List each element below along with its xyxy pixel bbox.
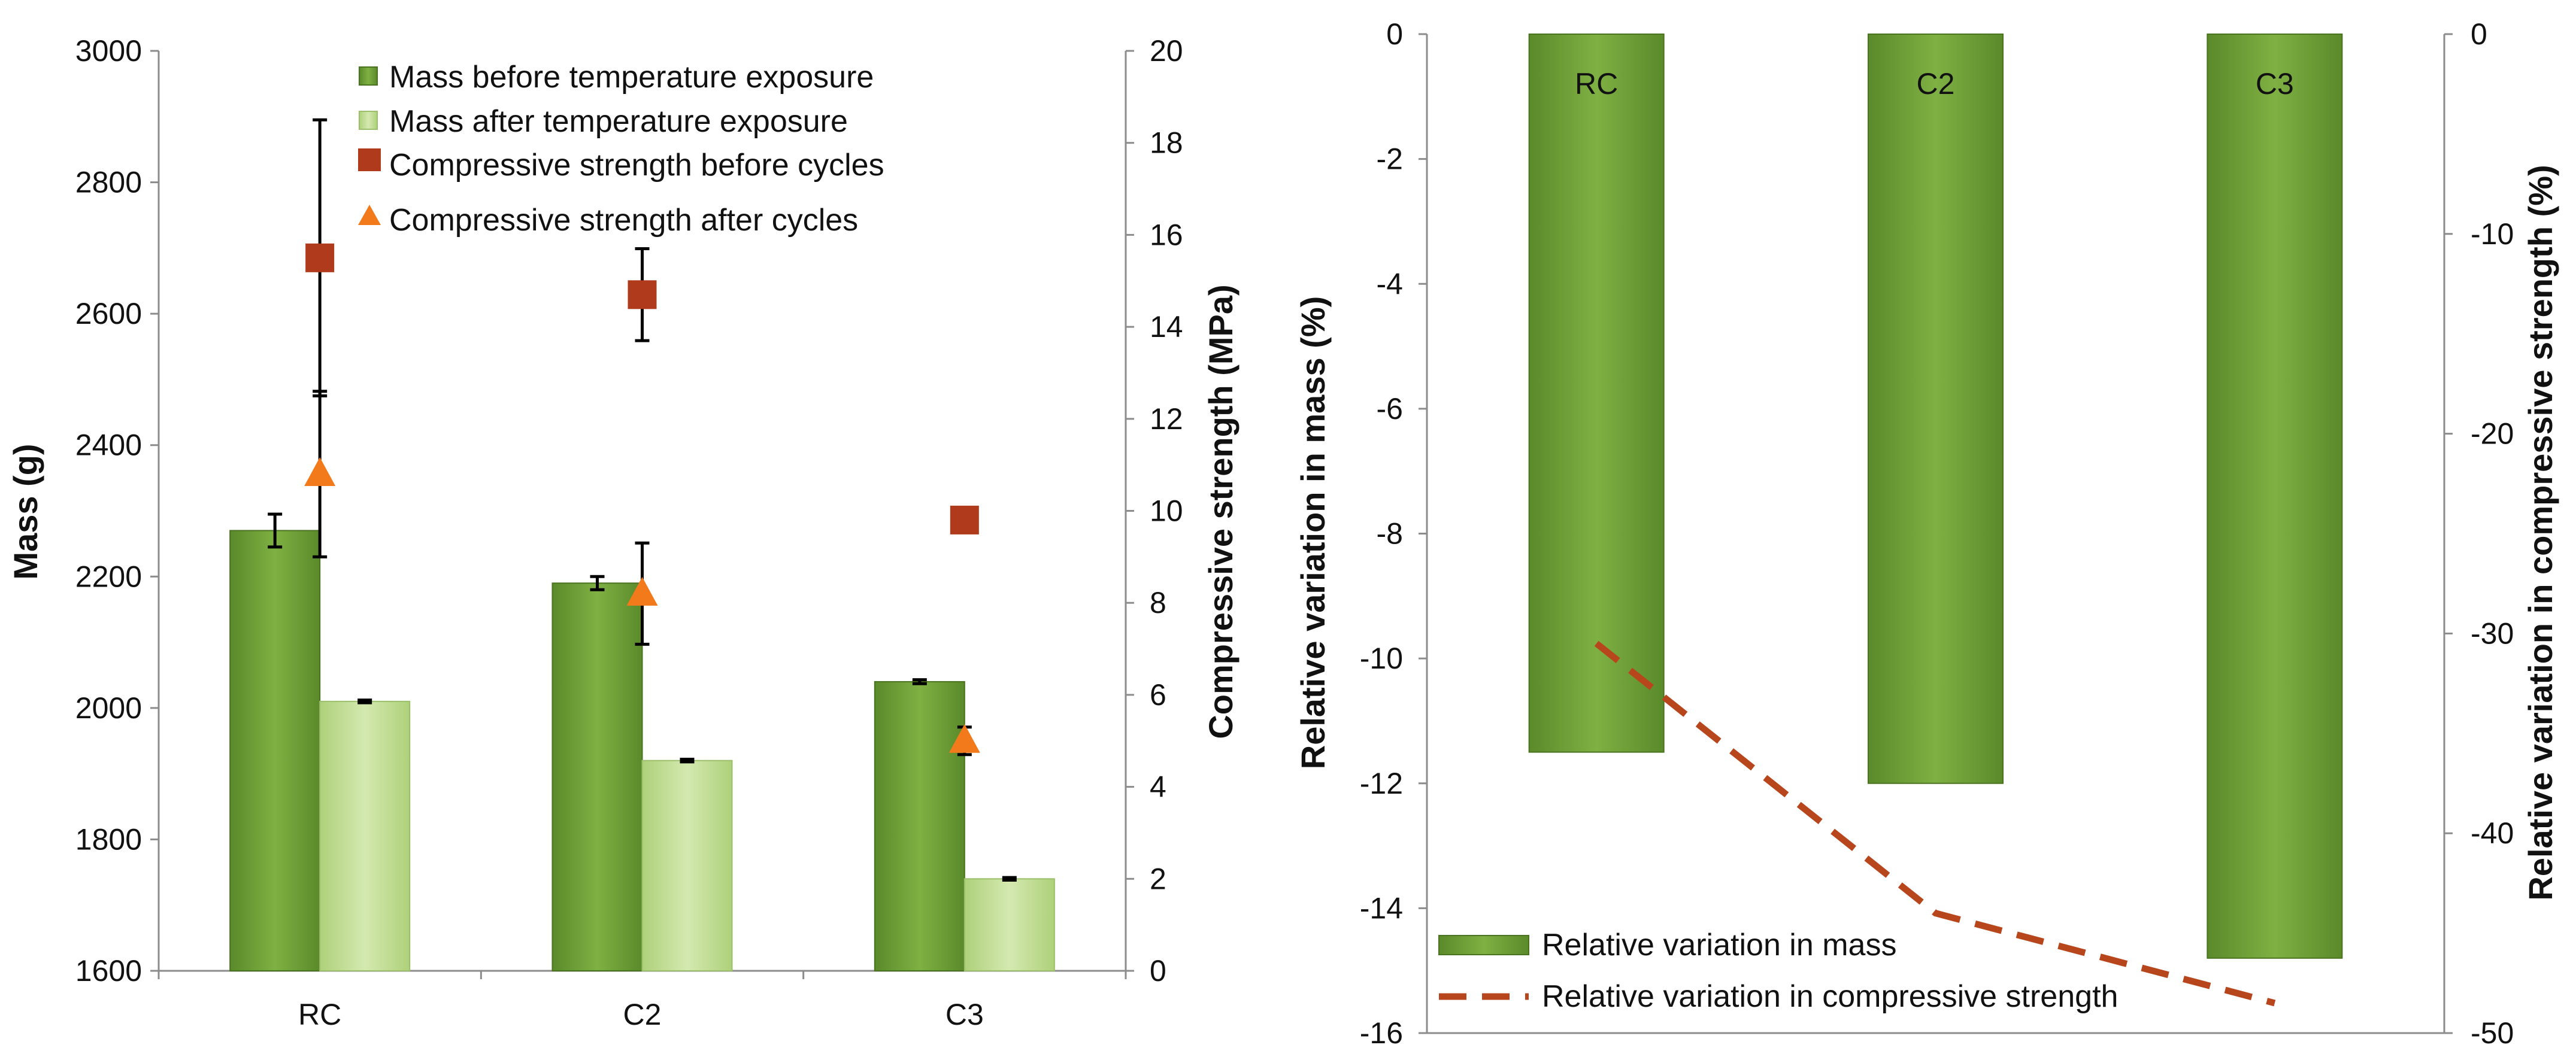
- left-y2-ticks: 0 2 4 6 8 10 12 14 16 18 20: [1126, 34, 1183, 988]
- triangle-strength-after: [948, 724, 980, 753]
- left-y2-tick-label: 16: [1150, 218, 1183, 251]
- left-legend: Mass before temperature exposure Mass af…: [358, 60, 884, 238]
- left-y-tick-label: 2600: [75, 297, 142, 330]
- right-y-axis-title: Relative variation in mass (%): [1294, 296, 1332, 770]
- triangle-strength-after: [626, 576, 658, 606]
- bar-category-label: RC: [1575, 67, 1618, 101]
- left-y2-tick-label: 8: [1150, 586, 1166, 619]
- left-y2-tick-label: 20: [1150, 34, 1183, 68]
- left-x-ticks: RC C2 C3: [157, 971, 1127, 1031]
- bar-category-label: C3: [2256, 67, 2294, 101]
- left-y-tick-label: 1600: [75, 954, 142, 988]
- right-y-tick-label: -8: [1377, 517, 1403, 551]
- right-y-tick-label: -14: [1360, 891, 1403, 925]
- legend-swatch-mass-after: [359, 111, 378, 130]
- right-y-tick-label: -16: [1360, 1016, 1403, 1050]
- left-markers: [304, 243, 980, 753]
- left-bars: [229, 530, 1055, 972]
- bar-relative-mass: [1528, 34, 1665, 753]
- left-y-tick-label: 2400: [75, 429, 142, 462]
- bar-relative-mass: [1868, 34, 2004, 784]
- legend-label-strength-after: Compressive strength after cycles: [389, 203, 858, 238]
- left-y2-tick-label: 0: [1150, 954, 1166, 988]
- right-y-tick-label: -2: [1377, 142, 1403, 176]
- legend-square-icon: [358, 148, 381, 171]
- right-y2-axis-title: Relative variation in compressive streng…: [2522, 165, 2559, 900]
- right-y2-tick-label: -40: [2471, 816, 2514, 850]
- right-legend: Relative variation in mass Relative vari…: [1438, 928, 2118, 1014]
- legend-label-rel-mass: Relative variation in mass: [1542, 928, 1896, 962]
- right-y2-tick-label: -30: [2471, 616, 2514, 650]
- legend-label-mass-after: Mass after temperature exposure: [389, 104, 848, 139]
- right-y-tick-label: 0: [1386, 17, 1403, 51]
- bar-relative-mass: [2207, 34, 2343, 959]
- left-y2-tick-label: 4: [1150, 770, 1166, 804]
- left-y-tick-label: 1800: [75, 822, 142, 856]
- triangle-strength-after: [304, 457, 336, 487]
- right-y2-tick-label: 0: [2471, 17, 2487, 51]
- bar-mass-before: [874, 681, 965, 971]
- legend-swatch-rel-mass: [1438, 935, 1529, 955]
- left-y2-tick-label: 6: [1150, 678, 1166, 712]
- left-x-tick-label: C2: [623, 998, 662, 1031]
- square-strength-before: [628, 280, 657, 309]
- left-y-tick-label: 2000: [75, 691, 142, 725]
- right-y-tick-label: -6: [1377, 392, 1403, 426]
- left-y2-tick-label: 12: [1150, 402, 1183, 436]
- left-x-tick-label: RC: [298, 998, 341, 1031]
- right-y2-tick-label: -10: [2471, 217, 2514, 251]
- right-y-tick-label: -12: [1360, 767, 1403, 800]
- right-y-tick-label: -4: [1377, 267, 1403, 300]
- left-x-tick-label: C3: [945, 998, 984, 1031]
- legend-label-rel-strength: Relative variation in compressive streng…: [1542, 979, 2118, 1014]
- legend-swatch-mass-before: [359, 66, 378, 86]
- bar-mass-after: [641, 760, 733, 971]
- left-y-tick-label: 2800: [75, 166, 142, 199]
- right-y2-tick-label: -20: [2471, 417, 2514, 451]
- right-bars: RC C2 C3: [1528, 34, 2343, 959]
- bar-mass-before: [229, 530, 321, 971]
- bar-category-label: C2: [1917, 67, 1955, 101]
- left-chart: 1600 1800 2000 2200 2400 2600 2800 3000 0 2 4 6 8 10…: [7, 34, 1239, 1031]
- square-strength-before: [305, 243, 335, 272]
- legend-label-mass-before: Mass before temperature exposure: [389, 60, 874, 95]
- bar-mass-after: [963, 878, 1055, 972]
- right-chart: 0 -2 -4 -6 -8 -10 -12 -14 -16 0 -10 -20 -30 -40 -50 R…: [1294, 17, 2559, 1050]
- legend-label-strength-before: Compressive strength before cycles: [389, 148, 884, 183]
- left-y2-axis-title: Compressive strength (MPa): [1202, 284, 1239, 739]
- left-y2-tick-label: 2: [1150, 862, 1166, 895]
- left-y-axis-title: Mass (g): [7, 444, 44, 579]
- square-strength-before: [950, 505, 979, 534]
- bar-mass-after: [319, 700, 411, 971]
- left-y-tick-label: 2200: [75, 560, 142, 593]
- left-y2-tick-label: 10: [1150, 494, 1183, 528]
- right-y2-tick-label: -50: [2471, 1016, 2514, 1050]
- right-y2-ticks: 0 -10 -20 -30 -40 -50: [2444, 17, 2514, 1050]
- bar-mass-before: [551, 582, 643, 971]
- left-y-tick-label: 3000: [75, 34, 142, 68]
- left-y2-tick-label: 14: [1150, 310, 1183, 344]
- left-y2-tick-label: 18: [1150, 126, 1183, 160]
- left-y-ticks: 1600 1800 2000 2200 2400 2600 2800 3000: [75, 34, 159, 988]
- right-dashed-line: [1594, 640, 2276, 1007]
- right-y-tick-label: -10: [1360, 642, 1403, 675]
- right-y-ticks: 0 -2 -4 -6 -8 -10 -12 -14 -16: [1360, 17, 1427, 1050]
- line-relative-strength: [1594, 640, 2276, 1007]
- legend-triangle-icon: [358, 205, 381, 225]
